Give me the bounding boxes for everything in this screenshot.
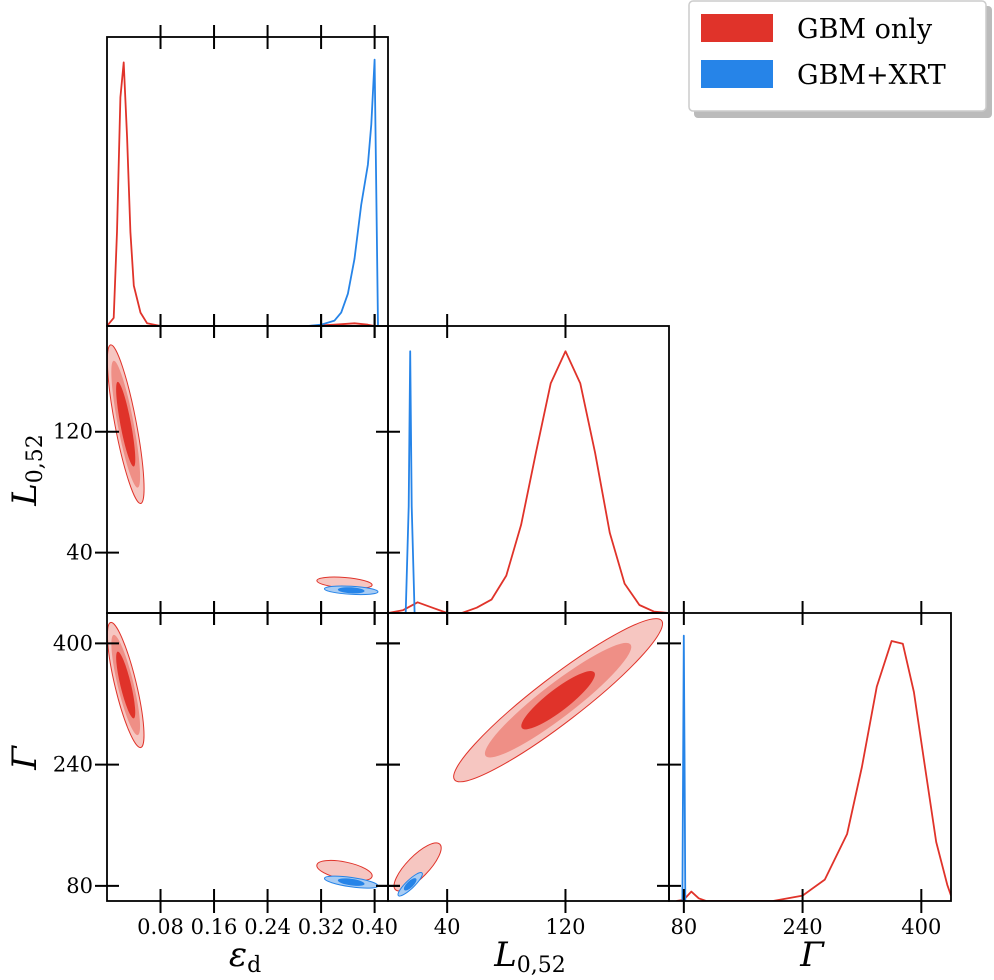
x-tick-label-eps: 0.40 (351, 915, 398, 939)
x-tick-label-L: 120 (545, 915, 585, 939)
contour-L_vs_eps-gbm-only-primary-2 (116, 381, 136, 467)
panel-frame-0-1 (106, 325, 389, 614)
marginal-panel-L (388, 350, 669, 613)
contour-G_vs_eps-gbm-xrt-primary-1 (337, 878, 365, 886)
x-tick-label-G: 240 (783, 915, 823, 939)
contour-G_vs_L-gbm-only-secondary-0 (393, 842, 442, 892)
y-tick-label-G: 240 (53, 753, 93, 777)
x-axis-title-eps: εd (229, 935, 261, 978)
marginal-panel-eps (107, 58, 379, 326)
panel-frame-1-1 (387, 325, 670, 614)
joint-panel-L_vs_eps (107, 344, 379, 596)
panel-frame-2-2 (668, 612, 952, 902)
contour-G_vs_eps-gbm-only-primary-2 (116, 651, 136, 719)
y-tick-label-L: 120 (53, 420, 93, 444)
x-tick-label-eps: 0.24 (244, 915, 291, 939)
x-tick-label-eps: 0.32 (298, 915, 345, 939)
x-tick-label-G: 400 (901, 915, 941, 939)
marginal-curve-L-gbm-only (388, 350, 669, 613)
joint-panel-G_vs_eps (107, 621, 379, 889)
x-tick-label-G: 80 (670, 915, 697, 939)
x-tick-label-eps: 0.08 (137, 915, 184, 939)
legend: GBM only GBM+XRT (688, 0, 992, 118)
marginal-curve-G-gbm-only (676, 640, 951, 901)
axes-layer: 0.08 0.16 0.24 0.32 0.40 40 120 80 240 400 40 120 80… (53, 25, 952, 939)
x-axis-title-gamma: Γ (799, 935, 825, 975)
legend-swatch-gbm-xrt (701, 60, 773, 88)
joint-panel-G_vs_L (393, 618, 664, 897)
marginal-curve-G-gbm-xrt (681, 634, 687, 901)
marginal-curve-eps-gbm-only (107, 61, 375, 326)
x-axis-title-L: L0,52 (493, 935, 566, 978)
panel-frame-0-0 (106, 36, 389, 327)
marginal-curve-eps-gbm-xrt (307, 58, 379, 326)
y-tick-label-G: 400 (53, 631, 93, 655)
marginal-panel-G (676, 634, 951, 901)
x-tick-label-L: 40 (434, 915, 461, 939)
y-tick-label-L: 40 (66, 541, 93, 565)
y-axis-title-L: L0,52 (5, 434, 48, 507)
x-tick-label-eps: 0.16 (191, 915, 238, 939)
y-axis-title-gamma: Γ (5, 745, 45, 771)
legend-swatch-gbm-only (701, 14, 773, 42)
legend-label-gbm-only: GBM only (797, 14, 933, 45)
contour-G_vs_L-gbm-only-primary-2 (521, 671, 595, 730)
contour-L_vs_eps-gbm-xrt-primary-1 (337, 587, 365, 594)
contour-G_vs_L-gbm-xrt-primary-1 (403, 878, 417, 891)
panel-frame-0-2 (106, 612, 389, 902)
marginal-curve-L-gbm-xrt (404, 350, 416, 613)
legend-label-gbm-xrt: GBM+XRT (797, 60, 946, 91)
panels-layer (107, 58, 951, 901)
y-tick-label-G: 80 (66, 874, 93, 898)
